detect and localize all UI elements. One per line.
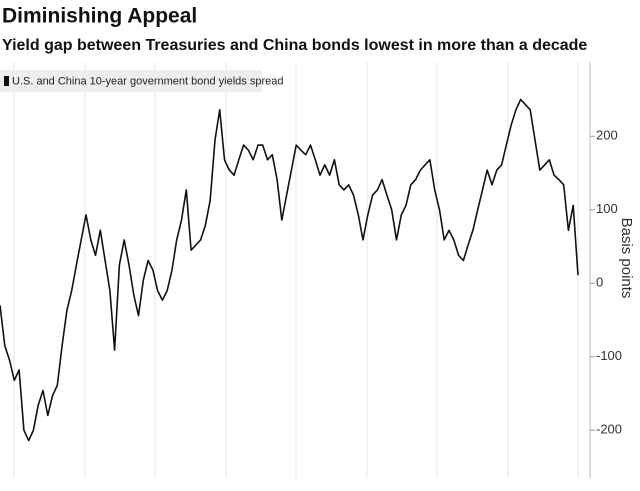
line-series	[0, 98, 579, 442]
chart-title: Diminishing Appeal	[2, 5, 197, 28]
chart-subtitle: Yield gap between Treasuries and China b…	[2, 37, 587, 54]
y-tick-label: 100	[596, 201, 618, 216]
y-tick-label: -100	[596, 348, 622, 363]
legend-label: U.S. and China 10-year government bond y…	[12, 75, 284, 87]
y-tick-label: 0	[596, 275, 603, 290]
legend-swatch	[4, 76, 9, 86]
y-tick-label: 200	[596, 128, 618, 143]
y-tick-label: -200	[596, 422, 622, 437]
vertical-grid	[13, 62, 579, 478]
legend-box	[0, 70, 262, 92]
y-axis-label: Basis points	[618, 218, 635, 299]
